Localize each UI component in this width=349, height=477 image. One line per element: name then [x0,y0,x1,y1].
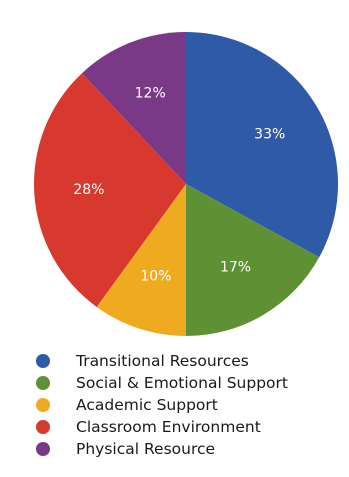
legend-swatch [36,398,50,412]
legend-swatch [36,420,50,434]
legend-swatch [36,442,50,456]
slice-value-label: 17% [220,260,251,276]
legend-item: Classroom Environment [36,416,288,438]
slice-value-label: 12% [135,86,166,102]
legend-label: Physical Resource [76,440,216,458]
chart-legend: Transitional Resources Social & Emotional… [36,350,288,460]
pie-slice-transitional-resources [186,32,338,258]
legend-item: Social & Emotional Support [36,372,288,394]
pie-chart: 33% 17% 10% 28% 12% [33,32,338,336]
pie-slice-academic-support [96,184,186,336]
legend-item: Transitional Resources [36,350,288,372]
legend-label: Social & Emotional Support [76,374,288,392]
slice-value-label: 10% [140,269,171,285]
legend-label: Transitional Resources [76,352,249,370]
pie-slice-physical-resource [81,32,186,184]
slice-value-label: 28% [73,182,104,198]
legend-swatch [36,354,50,368]
legend-item: Academic Support [36,394,288,416]
slice-value-label: 33% [254,126,285,142]
legend-swatch [36,376,50,390]
legend-item: Physical Resource [36,438,288,460]
pie-slice-social-emotional-support [186,184,320,336]
legend-label: Classroom Environment [76,418,261,436]
pie-slice-classroom-environment [33,73,187,307]
legend-label: Academic Support [76,396,218,414]
